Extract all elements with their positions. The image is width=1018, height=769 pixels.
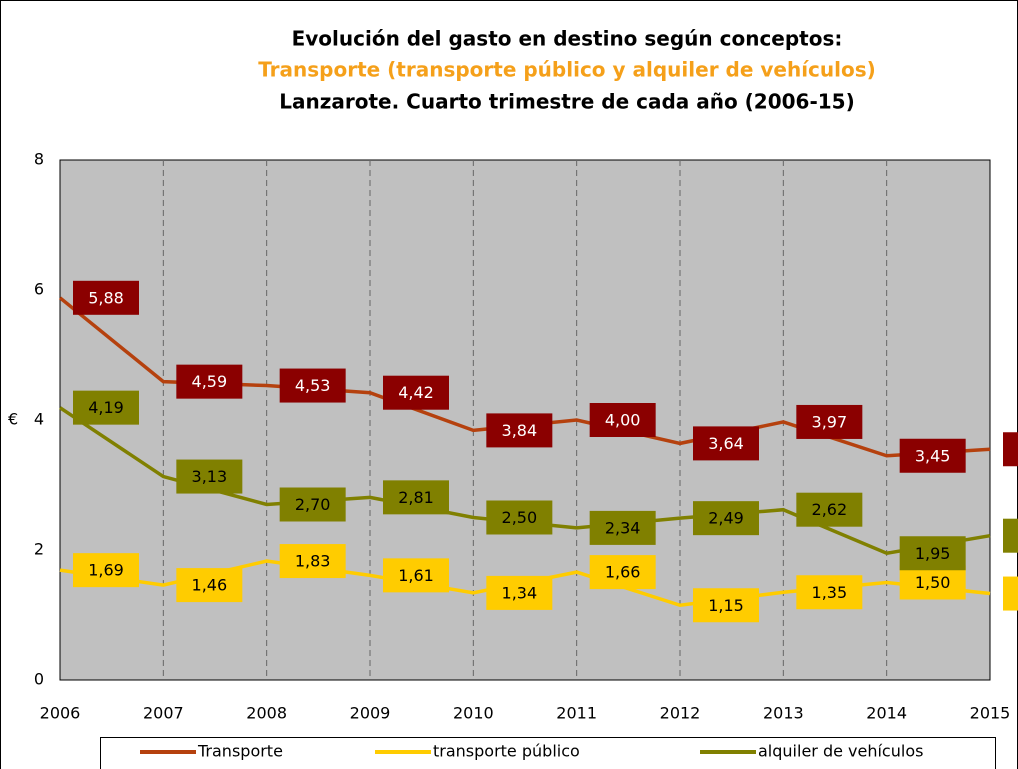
value-label: 3,13 — [192, 467, 228, 486]
legend-label: transporte público — [433, 742, 580, 761]
x-tick-label: 2014 — [866, 704, 907, 723]
value-label-box — [383, 375, 449, 410]
value-label: 5,88 — [88, 288, 124, 307]
x-tick-label: 2010 — [453, 704, 494, 723]
value-label-box — [383, 480, 449, 515]
value-label-box — [899, 565, 966, 600]
value-label: 1,83 — [295, 552, 331, 571]
value-label-box — [796, 404, 863, 439]
y-tick-label: 2 — [34, 540, 44, 559]
value-label: 1,46 — [192, 576, 228, 595]
x-tick-label: 2012 — [660, 704, 701, 723]
y-tick-label: 4 — [34, 410, 44, 429]
value-label: 1,95 — [915, 544, 951, 563]
legend-label: alquiler de vehículos — [758, 742, 923, 761]
value-label-box — [279, 544, 346, 579]
x-tick-label: 2011 — [556, 704, 597, 723]
value-label: 1,69 — [88, 561, 124, 580]
value-label-box — [693, 426, 759, 461]
value-label-box — [486, 575, 553, 610]
value-label: 3,97 — [812, 412, 848, 431]
x-tick-label: 2008 — [246, 704, 287, 723]
value-label-box — [693, 501, 759, 536]
value-label-box — [899, 438, 966, 473]
value-label: 3,64 — [708, 434, 744, 453]
chart-title: Evolución del gasto en destino según con… — [292, 27, 843, 51]
chart-subtitle: Transporte (transporte público y alquile… — [258, 58, 876, 82]
value-label: 3,84 — [502, 421, 538, 440]
value-label: 4,53 — [295, 376, 331, 395]
value-label-box — [176, 459, 243, 494]
value-label-box — [1003, 518, 1018, 553]
value-label-box — [73, 390, 139, 425]
x-tick-label: 2007 — [143, 704, 184, 723]
x-tick-label: 2009 — [350, 704, 391, 723]
value-label-box — [176, 568, 243, 603]
value-label: 2,49 — [708, 509, 744, 528]
chart-title-2: Lanzarote. Cuarto trimestre de cada año … — [279, 90, 854, 114]
value-label: 4,42 — [398, 383, 434, 402]
value-label-box — [796, 575, 863, 610]
value-label-box — [589, 510, 656, 545]
value-label-box — [693, 588, 759, 623]
value-label: 4,00 — [605, 411, 641, 430]
x-tick-label: 2006 — [40, 704, 81, 723]
value-label-box — [899, 536, 966, 571]
value-label-box — [176, 364, 243, 399]
value-label: 4,19 — [88, 398, 124, 417]
value-label-box — [279, 487, 346, 522]
legend-label: Transporte — [197, 742, 283, 761]
value-label: 1,35 — [812, 583, 848, 602]
value-label: 1,50 — [915, 573, 951, 592]
value-label: 1,66 — [605, 563, 641, 582]
value-label-box — [1003, 576, 1018, 611]
value-label-box — [73, 553, 139, 588]
value-label: 2,62 — [812, 500, 848, 519]
value-label-box — [1003, 432, 1018, 467]
value-label-box — [279, 368, 346, 403]
value-label: 2,50 — [502, 508, 538, 527]
y-tick-label: 0 — [34, 670, 44, 689]
value-label: 1,15 — [708, 596, 744, 615]
legend-box — [100, 737, 996, 769]
value-label-box — [589, 555, 656, 590]
x-tick-label: 2015 — [970, 704, 1011, 723]
value-label-box — [73, 280, 139, 315]
value-label-box — [796, 492, 863, 527]
value-label: 2,70 — [295, 495, 331, 514]
value-label: 1,61 — [398, 566, 434, 585]
value-label: 3,45 — [915, 446, 951, 465]
value-label: 1,34 — [502, 583, 538, 602]
value-label-box — [486, 500, 553, 535]
value-label: 2,81 — [398, 488, 434, 507]
value-label: 4,59 — [192, 372, 228, 391]
value-label-box — [383, 558, 449, 593]
y-tick-label: 6 — [34, 280, 44, 299]
y-axis-label: € — [8, 410, 18, 429]
value-label: 2,34 — [605, 518, 641, 537]
value-label-box — [486, 413, 553, 448]
y-tick-label: 8 — [34, 150, 44, 169]
value-label-box — [589, 403, 656, 437]
x-tick-label: 2013 — [763, 704, 804, 723]
